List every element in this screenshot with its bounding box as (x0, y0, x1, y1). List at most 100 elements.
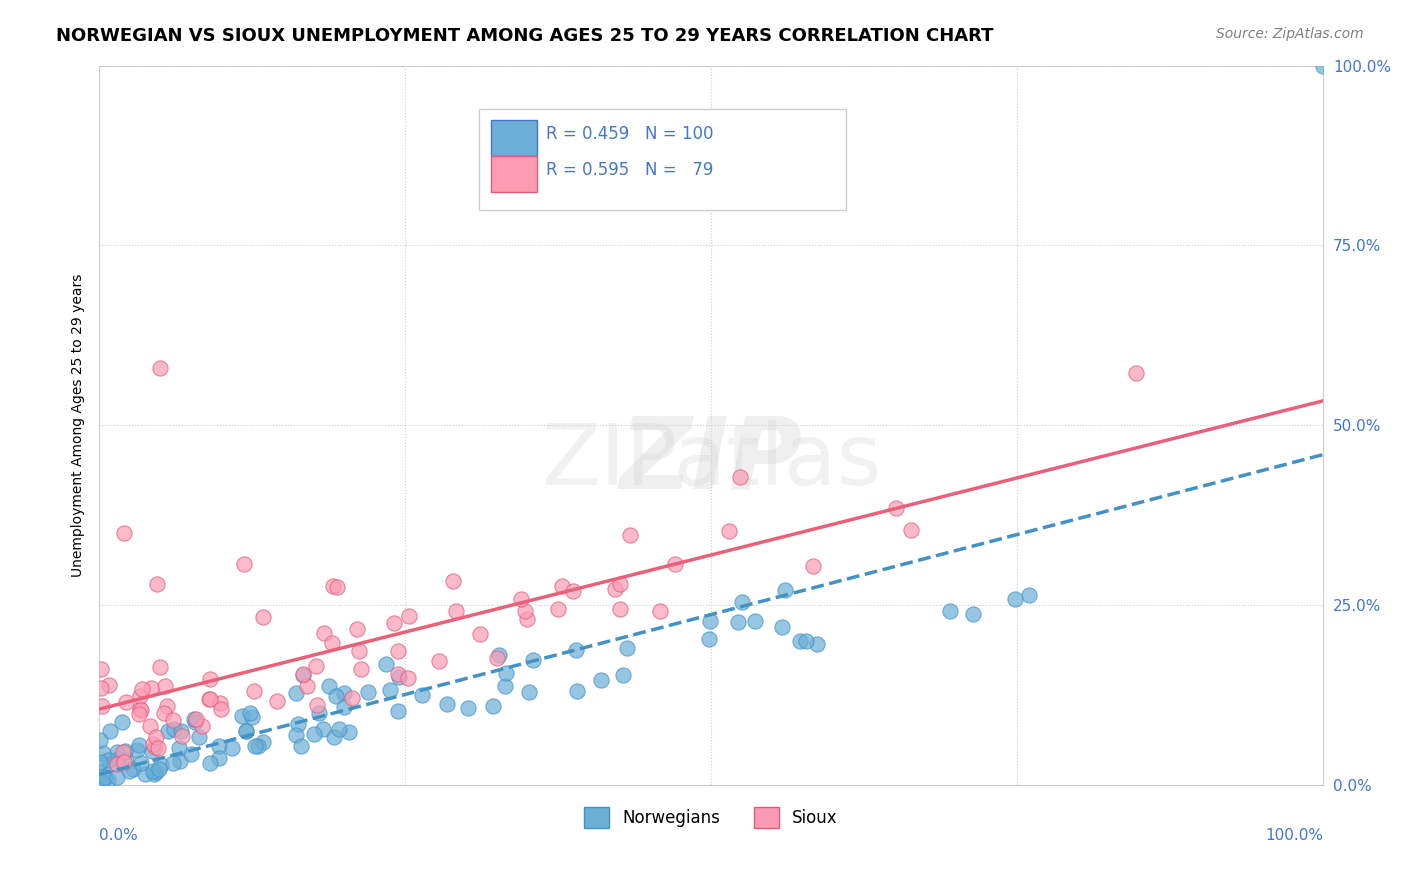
Text: R = 0.459   N = 100: R = 0.459 N = 100 (546, 125, 713, 143)
Point (97, 772, 120, 787)
Point (699, 614, 721, 628)
Point (436, 697, 458, 711)
Point (240, 709, 263, 723)
Point (567, 684, 589, 698)
Point (188, 731, 211, 745)
Point (89, 764, 111, 779)
Point (488, 648, 510, 663)
Point (374, 657, 396, 672)
Point (801, 559, 824, 574)
Point (131, 681, 153, 696)
Point (717, 524, 740, 539)
Point (198, 692, 221, 706)
Point (153, 679, 176, 693)
Point (510, 591, 533, 606)
Point (697, 632, 720, 646)
Point (728, 469, 751, 483)
Point (97, 752, 120, 766)
Point (134, 766, 156, 780)
Point (321, 636, 343, 650)
Point (148, 762, 170, 776)
Point (603, 582, 626, 597)
Point (145, 577, 167, 591)
Point (118, 764, 141, 778)
Point (285, 686, 308, 700)
Point (333, 700, 356, 714)
Text: Source: ZipAtlas.com: Source: ZipAtlas.com (1216, 27, 1364, 41)
Point (208, 739, 231, 754)
Point (198, 672, 221, 686)
Point (121, 762, 143, 776)
Point (128, 702, 150, 716)
Point (302, 727, 325, 741)
Point (139, 681, 162, 695)
Point (318, 679, 340, 693)
Point (939, 604, 962, 618)
Text: 100.0%: 100.0% (1265, 829, 1323, 843)
Point (209, 702, 232, 716)
Point (112, 755, 135, 769)
Point (153, 706, 176, 720)
Point (90, 774, 112, 789)
Point (900, 523, 922, 537)
Point (312, 723, 335, 737)
Point (231, 708, 253, 723)
Point (111, 714, 134, 729)
Point (208, 697, 231, 711)
Point (884, 500, 907, 515)
Point (770, 620, 793, 634)
Point (291, 667, 314, 681)
Point (398, 608, 420, 623)
Point (183, 712, 205, 726)
Point (111, 745, 134, 759)
Point (411, 688, 433, 702)
Point (494, 680, 516, 694)
Point (105, 770, 128, 784)
Point (387, 704, 409, 718)
Point (388, 670, 411, 684)
Point (773, 582, 796, 597)
Point (142, 767, 165, 781)
Point (105, 745, 128, 759)
Point (551, 578, 574, 592)
Point (252, 610, 274, 624)
Point (322, 579, 344, 593)
Point (105, 752, 128, 766)
Point (332, 685, 354, 699)
Point (287, 717, 309, 731)
Point (180, 747, 202, 761)
Point (128, 707, 150, 722)
Point (235, 723, 257, 738)
Point (163, 722, 186, 736)
Point (127, 742, 149, 756)
Point (727, 615, 749, 629)
Point (468, 627, 491, 641)
Point (347, 644, 370, 658)
Text: ZIPatlas: ZIPatlas (541, 420, 882, 503)
Point (98, 723, 121, 738)
Point (149, 360, 172, 375)
Point (114, 744, 136, 758)
Text: NORWEGIAN VS SIOUX UNEMPLOYMENT AMONG AGES 25 TO 29 YEARS CORRELATION CHART: NORWEGIAN VS SIOUX UNEMPLOYMENT AMONG AG… (56, 27, 994, 45)
Point (337, 725, 360, 739)
Point (184, 715, 207, 730)
FancyBboxPatch shape (491, 120, 537, 155)
Point (90, 681, 112, 695)
Point (515, 603, 537, 617)
Text: R = 0.595   N =   79: R = 0.595 N = 79 (546, 161, 713, 179)
Point (794, 633, 817, 648)
Point (356, 684, 378, 698)
Point (142, 737, 165, 751)
Point (517, 684, 540, 698)
Point (129, 756, 152, 770)
Point (326, 580, 349, 594)
Point (304, 659, 326, 673)
FancyBboxPatch shape (491, 155, 537, 192)
Point (378, 682, 401, 697)
Point (312, 626, 335, 640)
Point (170, 723, 193, 738)
Point (346, 622, 368, 636)
Y-axis label: Unemployment Among Ages 25 to 29 years: Unemployment Among Ages 25 to 29 years (72, 274, 86, 577)
Point (305, 698, 328, 713)
Point (156, 724, 179, 739)
